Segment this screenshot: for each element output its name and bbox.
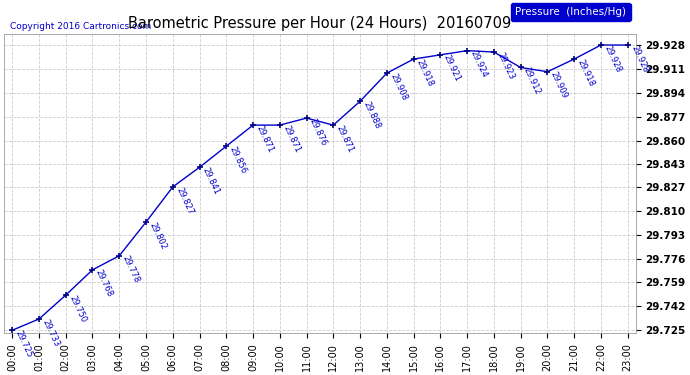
Text: 29.733: 29.733 (40, 318, 61, 348)
Text: 29.802: 29.802 (148, 220, 168, 251)
Text: 29.856: 29.856 (228, 145, 248, 175)
Text: 29.923: 29.923 (495, 51, 515, 81)
Text: 29.876: 29.876 (308, 117, 328, 147)
Text: 29.841: 29.841 (201, 166, 221, 196)
Text: 29.912: 29.912 (522, 66, 542, 96)
Text: 29.918: 29.918 (575, 58, 596, 88)
Text: 29.871: 29.871 (335, 124, 355, 154)
Text: 29.928: 29.928 (629, 44, 649, 74)
Text: Copyright 2016 Cartronics.com: Copyright 2016 Cartronics.com (10, 22, 152, 31)
Text: 29.725: 29.725 (14, 329, 34, 359)
Text: 29.778: 29.778 (121, 254, 141, 285)
Text: 29.871: 29.871 (282, 124, 302, 154)
Text: 29.924: 29.924 (469, 49, 489, 79)
Text: 29.928: 29.928 (602, 44, 623, 74)
Text: 29.888: 29.888 (362, 100, 382, 130)
Legend: Pressure  (Inches/Hg): Pressure (Inches/Hg) (511, 3, 631, 21)
Text: 29.768: 29.768 (94, 268, 115, 299)
Title: Barometric Pressure per Hour (24 Hours)  20160709: Barometric Pressure per Hour (24 Hours) … (128, 16, 511, 31)
Text: 29.908: 29.908 (388, 72, 408, 102)
Text: 29.750: 29.750 (67, 294, 88, 324)
Text: 29.918: 29.918 (415, 58, 435, 88)
Text: 29.827: 29.827 (174, 186, 195, 216)
Text: 29.871: 29.871 (255, 124, 275, 154)
Text: 29.909: 29.909 (549, 70, 569, 100)
Text: 29.921: 29.921 (442, 54, 462, 84)
